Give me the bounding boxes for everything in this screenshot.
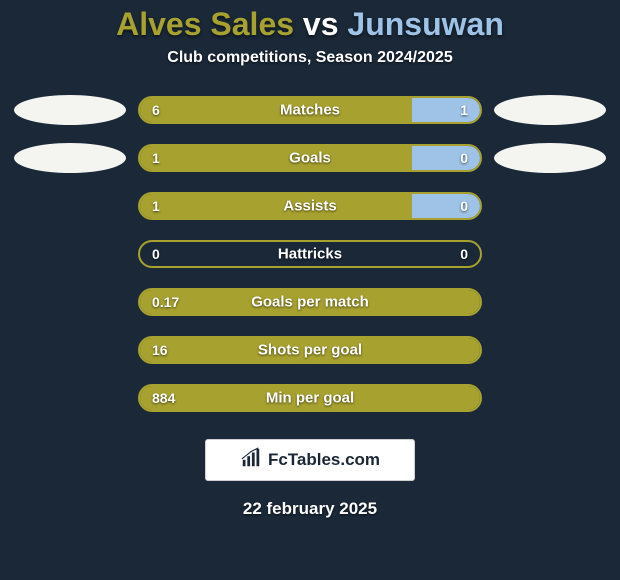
player2-ellipse bbox=[494, 143, 606, 173]
player1-ellipse bbox=[14, 287, 126, 317]
stat-label: Goals bbox=[140, 150, 480, 167]
player1-ellipse bbox=[14, 95, 126, 125]
stat-bar: 10Assists bbox=[138, 192, 482, 220]
stat-row: 16Shots per goal bbox=[0, 335, 620, 365]
stat-bar: 00Hattricks bbox=[138, 240, 482, 268]
stat-bar: 0.17Goals per match bbox=[138, 288, 482, 316]
player2-ellipse bbox=[494, 191, 606, 221]
player2-ellipse bbox=[494, 287, 606, 317]
player1-ellipse bbox=[14, 191, 126, 221]
badge-text: FcTables.com bbox=[268, 450, 380, 470]
player1-ellipse bbox=[14, 335, 126, 365]
stat-row: 10Assists bbox=[0, 191, 620, 221]
stat-label: Min per goal bbox=[140, 390, 480, 407]
title-vs: vs bbox=[303, 6, 339, 42]
stat-bar: 10Goals bbox=[138, 144, 482, 172]
player2-ellipse bbox=[494, 335, 606, 365]
comparison-infographic: Alves Sales vs Junsuwan Club competition… bbox=[0, 0, 620, 580]
stat-bar: 884Min per goal bbox=[138, 384, 482, 412]
subtitle: Club competitions, Season 2024/2025 bbox=[0, 49, 620, 67]
source-badge: FcTables.com bbox=[205, 439, 415, 481]
stat-label: Goals per match bbox=[140, 294, 480, 311]
stat-rows: 61Matches 10Goals 10Assists 00Hattricks 0.17… bbox=[0, 95, 620, 413]
player2-ellipse bbox=[494, 95, 606, 125]
stat-label: Matches bbox=[140, 102, 480, 119]
stat-label: Hattricks bbox=[140, 246, 480, 263]
stat-row: 884Min per goal bbox=[0, 383, 620, 413]
date-label: 22 february 2025 bbox=[0, 499, 620, 519]
stat-label: Shots per goal bbox=[140, 342, 480, 359]
player1-ellipse bbox=[14, 143, 126, 173]
stat-row: 00Hattricks bbox=[0, 239, 620, 269]
stat-label: Assists bbox=[140, 198, 480, 215]
stat-bar: 61Matches bbox=[138, 96, 482, 124]
stat-bar: 16Shots per goal bbox=[138, 336, 482, 364]
stat-row: 0.17Goals per match bbox=[0, 287, 620, 317]
player2-ellipse bbox=[494, 239, 606, 269]
player1-ellipse bbox=[14, 383, 126, 413]
page-title: Alves Sales vs Junsuwan bbox=[0, 6, 620, 43]
title-player2: Junsuwan bbox=[347, 6, 503, 42]
stat-row: 10Goals bbox=[0, 143, 620, 173]
title-player1: Alves Sales bbox=[116, 6, 294, 42]
stat-row: 61Matches bbox=[0, 95, 620, 125]
player2-ellipse bbox=[494, 383, 606, 413]
chart-icon bbox=[240, 447, 262, 474]
player1-ellipse bbox=[14, 239, 126, 269]
